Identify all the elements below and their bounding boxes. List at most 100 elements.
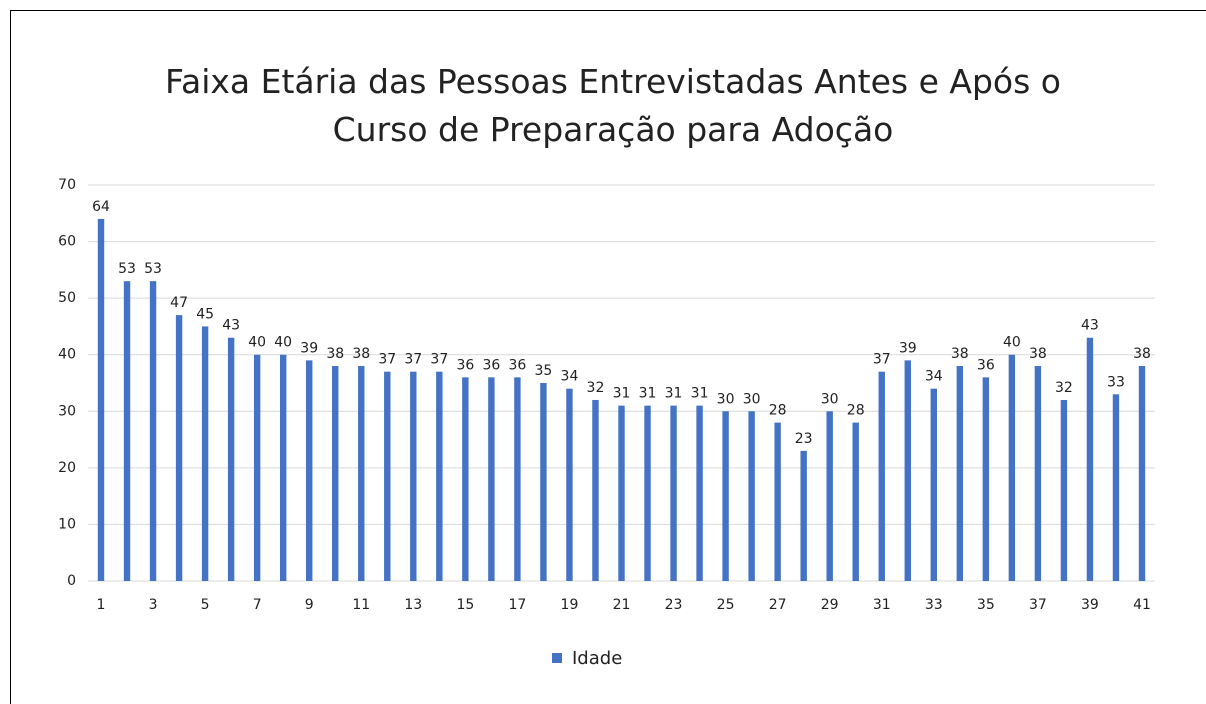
bar [279,354,287,581]
bar [592,399,599,581]
value-label: 34 [561,369,579,385]
value-label: 39 [899,340,917,356]
y-tick-label: 60 [58,234,76,250]
bar [722,411,729,581]
x-tick-label: 1 [97,597,106,613]
value-label: 31 [639,386,657,402]
value-label: 31 [665,386,683,402]
value-label: 37 [430,352,448,368]
value-label: 36 [977,357,995,373]
bar [696,405,703,581]
x-tick-label: 11 [352,597,370,613]
value-label: 28 [769,403,787,419]
x-tick-label: 31 [873,597,891,613]
x-tick-label: 27 [769,597,787,613]
value-label: 45 [196,306,214,322]
bar [384,371,391,581]
x-tick-label: 15 [456,597,474,613]
frame [10,10,1206,704]
value-label: 39 [300,340,318,356]
x-tick-label: 37 [1029,597,1047,613]
x-tick-label: 21 [613,597,631,613]
value-label: 28 [847,403,865,419]
bar [123,281,131,581]
x-tick-label: 9 [305,597,314,613]
bar [852,422,859,581]
value-label: 31 [691,386,709,402]
bar [358,366,365,581]
value-label: 37 [404,352,422,368]
value-label: 37 [873,352,891,368]
value-label: 40 [248,335,266,351]
value-label: 23 [795,431,813,447]
x-tick-label: 3 [149,597,158,613]
bar [462,377,469,581]
bar [1060,399,1068,581]
y-tick-label: 70 [58,177,76,193]
value-label: 43 [1081,318,1099,334]
value-label: 35 [535,363,553,379]
legend-swatch [552,653,562,663]
value-label: 38 [951,346,969,362]
value-label: 34 [925,369,943,385]
x-tick-label: 13 [404,597,422,613]
bar [930,388,937,581]
value-label: 64 [92,199,110,215]
bar [436,371,443,581]
bar [800,450,807,581]
value-label: 36 [508,357,526,373]
bar [566,388,573,581]
legend-label: Idade [572,648,622,669]
bar [332,366,339,581]
value-label: 30 [717,391,735,407]
y-tick-label: 50 [58,290,76,306]
x-tick-label: 35 [977,597,995,613]
value-label: 53 [118,261,136,277]
bar [878,371,885,581]
bar [904,360,911,581]
value-label: 32 [587,380,605,396]
bar [227,337,235,581]
x-tick-label: 17 [508,597,526,613]
bar [956,366,964,581]
bar [1086,337,1094,581]
value-label: 30 [743,391,761,407]
bar [618,405,625,581]
value-label: 38 [326,346,344,362]
bar [540,383,547,581]
bar [175,315,183,581]
bar [826,411,833,581]
x-tick-label: 29 [821,597,839,613]
value-label: 40 [274,335,292,351]
bar [670,405,677,581]
value-label: 31 [613,386,631,402]
bar [1008,354,1016,581]
bar [514,377,521,581]
bar [253,354,261,581]
value-label: 37 [378,352,396,368]
y-tick-label: 10 [58,516,76,532]
value-label: 33 [1107,374,1125,390]
y-tick-label: 30 [58,403,76,419]
value-label: 36 [482,357,500,373]
value-label: 38 [1133,346,1151,362]
value-label: 36 [456,357,474,373]
bar [410,371,417,581]
bar [306,360,313,581]
value-label: 43 [222,318,240,334]
bar [1138,366,1146,581]
x-tick-label: 7 [253,597,262,613]
x-tick-label: 33 [925,597,943,613]
bar [774,422,781,581]
bar [1034,366,1042,581]
bar [97,218,105,581]
x-tick-label: 25 [717,597,735,613]
value-label: 30 [821,391,839,407]
bar [982,377,990,581]
value-label: 53 [144,261,162,277]
bar [748,411,755,581]
value-label: 40 [1003,335,1021,351]
x-tick-label: 5 [201,597,210,613]
